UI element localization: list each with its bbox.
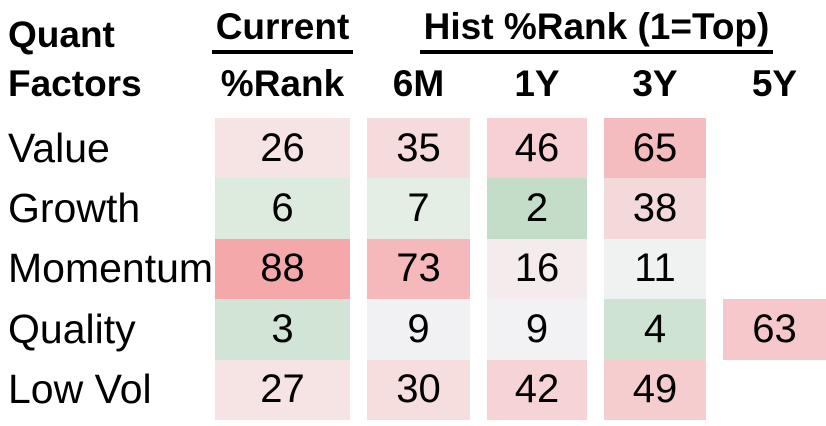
heatmap-cell-quality-3y: 4 [604,299,706,360]
col-header-5y: 5Y [751,63,798,104]
group-header-current: Current [211,0,354,58]
group-header-hist-label: Hist %Rank (1=Top) [419,6,774,54]
heatmap-cell-lowvol-6m: 30 [367,359,470,420]
heatmap-cell-quality-rank: 3 [215,299,350,360]
heatmap-cell-quality-5y: 63 [723,299,826,360]
heatmap-cell-growth-1y: 2 [487,178,587,239]
heatmap-cell-growth-6m: 7 [367,178,470,239]
heatmap-cell-quality-6m: 9 [367,299,470,360]
row-label-growth: Growth [8,185,141,232]
heatmap-cell-lowvol-5y [723,360,826,420]
col-header-1y: 1Y [514,63,560,104]
row-label-low-vol: Low Vol [8,366,152,413]
heatmap-cell-momentum-3y: 11 [604,238,706,300]
heatmap-cell-value-1y: 46 [487,118,587,179]
row-label-value: Value [8,124,110,171]
heatmap-cell-value-rank: 26 [215,118,350,179]
group-header-current-label: Current [211,6,354,54]
heatmap-cell-momentum-6m: 73 [367,238,470,300]
heatmap-cell-lowvol-1y: 42 [487,359,587,420]
row-label-quality: Quality [8,305,136,352]
heatmap-cell-quality-1y: 9 [487,299,587,360]
heatmap-cell-lowvol-rank: 27 [215,359,350,420]
col-header-3y: 3Y [632,63,678,104]
group-header-hist: Hist %Rank (1=Top) [367,0,826,58]
heatmap-cell-value-3y: 65 [604,118,706,179]
heatmap-cell-momentum-1y: 16 [487,238,587,300]
heatmap-cell-lowvol-3y: 49 [604,359,706,420]
heatmap-cell-growth-3y: 38 [604,178,706,239]
row-label-momentum: Momentum [8,245,214,292]
heatmap-cell-momentum-rank: 88 [215,238,350,300]
corner-title-line2: Factors [8,63,142,104]
col-header-rank: %Rank [220,63,345,104]
heatmap-cell-value-5y [723,118,826,178]
col-header-6m: 6M [392,63,445,104]
heatmap-cell-value-6m: 35 [367,118,470,179]
heatmap-cell-momentum-5y [723,239,826,299]
heatmap-cell-growth-rank: 6 [215,178,350,239]
heatmap-cell-growth-5y [723,178,826,238]
corner-title-line1: Quant [8,14,115,55]
